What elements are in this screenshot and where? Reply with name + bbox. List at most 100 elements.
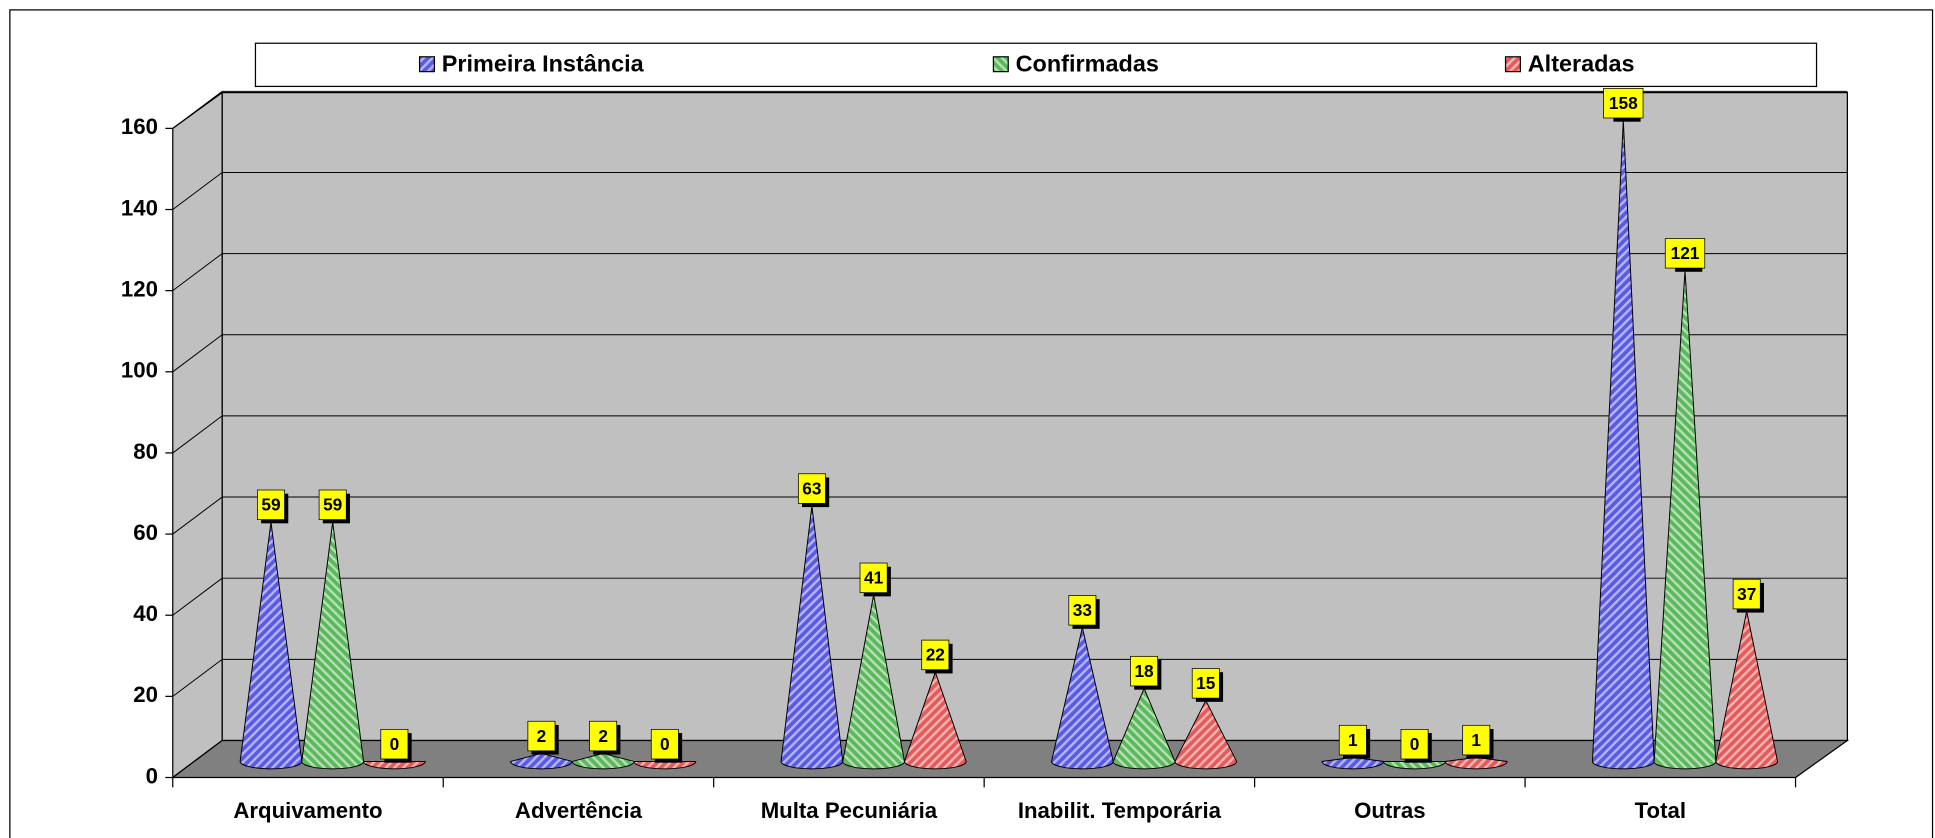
grid-line (172, 90, 223, 129)
value-label: 2 (537, 726, 547, 746)
y-tick-label: 40 (133, 601, 158, 626)
cone: 0 (633, 728, 697, 770)
cone: 37 (1715, 578, 1779, 770)
cone-body (780, 505, 844, 770)
value-label: 59 (323, 495, 342, 515)
value-label: 15 (1196, 673, 1216, 693)
legend-swatch (418, 56, 436, 73)
value-label-bg (1191, 668, 1220, 699)
cone-body (842, 595, 905, 770)
cone-body (510, 752, 573, 770)
grid-line (172, 658, 223, 697)
cone: 0 (1383, 728, 1446, 770)
cone: 59 (301, 489, 365, 770)
cone: 1 (1444, 724, 1508, 770)
cone: 121 (1653, 238, 1717, 770)
legend-label: Alteradas (1528, 51, 1635, 77)
value-label-bg (527, 720, 556, 752)
legend-box (254, 42, 1818, 88)
value-label-bg (1338, 724, 1367, 756)
value-label-bg (1732, 578, 1761, 610)
value-label: 0 (390, 734, 400, 754)
y-tick-label: 80 (133, 439, 158, 464)
cone: 1 (1321, 724, 1385, 770)
cone-body (1321, 756, 1385, 770)
x-tick-label: Inabilit. Temporária (1018, 798, 1222, 823)
cone-body (301, 522, 365, 770)
cone: 63 (780, 473, 844, 770)
cone-body (239, 522, 303, 770)
cone: 18 (1112, 655, 1176, 770)
cone-body (1112, 687, 1176, 770)
cone: 2 (571, 720, 635, 770)
value-label-bg (1400, 728, 1429, 760)
value-label-bg (921, 639, 950, 671)
y-tick-label: 20 (133, 682, 158, 707)
x-tick-label: Advertência (515, 798, 643, 823)
x-tick-label: Arquivamento (233, 798, 382, 823)
value-label-bg (1462, 724, 1491, 756)
cone-body (1715, 611, 1779, 770)
value-label: 2 (598, 726, 608, 746)
cone-body (1174, 699, 1238, 770)
value-label: 59 (261, 495, 280, 515)
cone-body (1383, 760, 1446, 770)
cone: 22 (903, 639, 967, 770)
value-label: 22 (926, 645, 945, 665)
grid-line (172, 415, 223, 454)
value-label: 121 (1671, 243, 1700, 263)
grid-line (172, 496, 223, 535)
value-label-bg (1068, 595, 1097, 626)
grid-line (172, 172, 223, 210)
value-label-bg (797, 473, 826, 504)
x-tick-label: Multa Pecuniária (761, 798, 938, 823)
value-label-bg (589, 720, 618, 752)
value-label: 41 (864, 568, 884, 588)
y-tick-label: 60 (133, 520, 158, 545)
value-label: 158 (1609, 93, 1638, 113)
y-tick-label: 160 (121, 114, 158, 139)
legend-swatch (1504, 56, 1521, 73)
grid-line (172, 740, 223, 778)
cone: 158 (1591, 87, 1655, 770)
cone-body (1653, 270, 1717, 770)
value-label-bg (1664, 238, 1706, 269)
value-label: 0 (660, 734, 670, 754)
value-label: 63 (802, 478, 821, 498)
y-tick-label: 140 (121, 195, 158, 220)
cone-body (1591, 120, 1655, 770)
cone: 41 (842, 562, 905, 770)
cone-body (1444, 756, 1508, 770)
value-label-bg (318, 489, 347, 520)
x-tick-label: Total (1635, 798, 1686, 823)
cone-body (363, 760, 426, 770)
legend-label: Primeira Instância (442, 51, 645, 77)
cone: 15 (1174, 668, 1238, 770)
value-label: 18 (1134, 661, 1154, 681)
value-label-bg (650, 728, 679, 760)
grid-line (172, 577, 223, 616)
y-tick-label: 100 (121, 358, 158, 383)
cone: 33 (1051, 595, 1114, 770)
value-label-bg (380, 728, 409, 760)
cone-body (1051, 627, 1114, 770)
value-label: 37 (1737, 584, 1756, 604)
y-tick-label: 120 (121, 277, 158, 302)
value-label: 33 (1073, 600, 1092, 620)
value-label-bg (859, 562, 888, 594)
cone-body (633, 760, 697, 770)
cone: 59 (239, 489, 303, 770)
value-label: 0 (1410, 734, 1420, 754)
value-label: 1 (1471, 730, 1481, 750)
y-tick-label: 0 (146, 763, 158, 788)
legend-swatch (992, 56, 1009, 73)
value-label: 1 (1348, 730, 1358, 750)
value-label-bg (1130, 655, 1159, 687)
grid-line (172, 253, 223, 292)
value-label-bg (257, 489, 285, 520)
cone-body (571, 752, 635, 770)
cone: 2 (510, 720, 573, 770)
legend-label: Confirmadas (1016, 51, 1159, 77)
